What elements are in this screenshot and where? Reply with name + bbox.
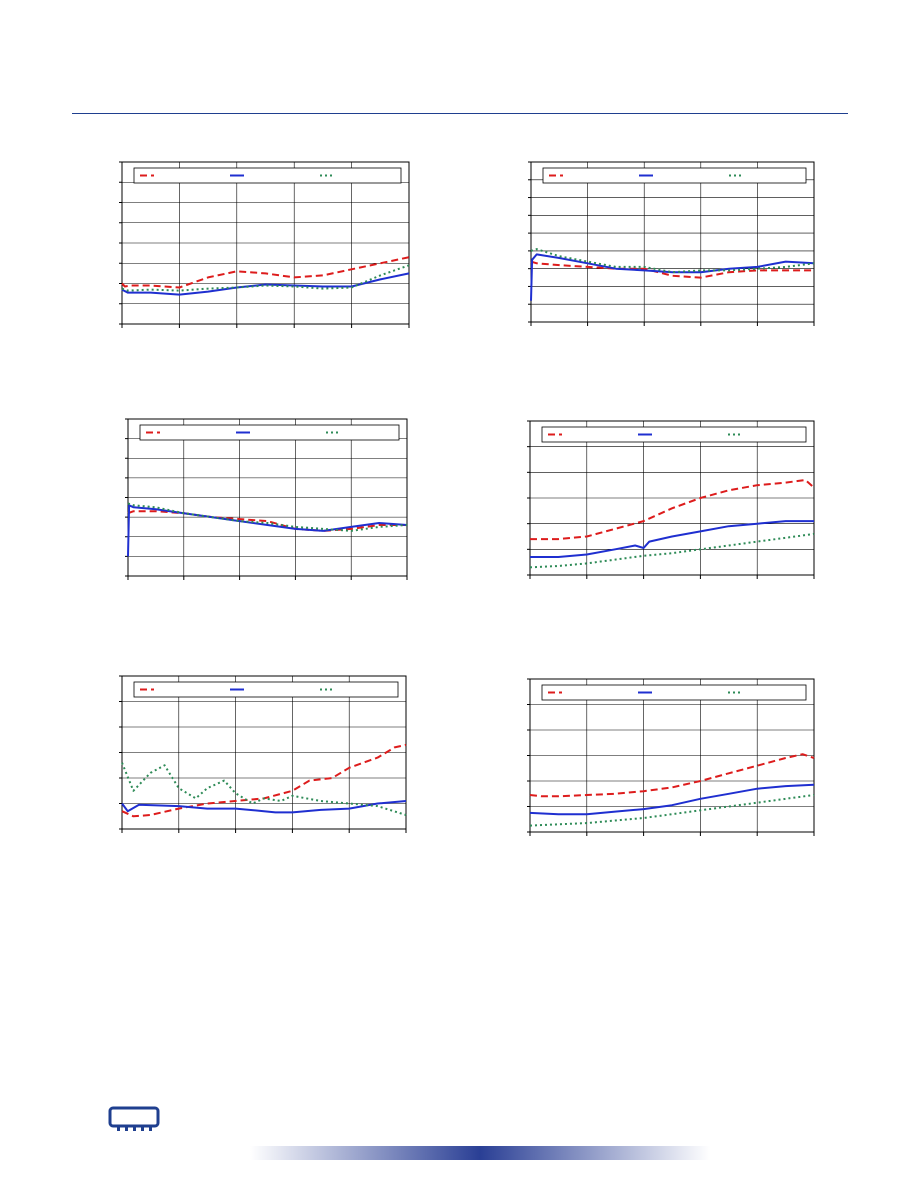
chart-4: [527, 420, 815, 579]
footer-gradient-band: [250, 1146, 710, 1160]
series-line-3: [121, 762, 407, 816]
series-line-2: [529, 783, 815, 816]
series-line-1: [530, 260, 814, 279]
series-line-1: [127, 510, 407, 532]
series-line-3: [530, 248, 815, 274]
legend-box: [133, 681, 399, 698]
series-line-3: [121, 264, 410, 292]
plot-frame: [530, 161, 815, 323]
series-line-2: [127, 504, 408, 557]
series-line-1: [121, 743, 407, 818]
chart-5: [119, 675, 407, 833]
legend-box: [542, 167, 807, 184]
series-line-1: [529, 753, 815, 798]
legend-box: [133, 167, 402, 184]
series-line-1: [530, 479, 815, 541]
series-line-2: [530, 520, 814, 558]
series-line-2: [121, 800, 407, 814]
legend-box: [541, 684, 807, 701]
memory-chip-icon: [108, 1106, 160, 1131]
chart-2: [528, 161, 815, 326]
series-line-2: [530, 253, 815, 301]
legend-box: [139, 424, 400, 441]
header-rule: [72, 113, 848, 114]
chart-3: [125, 418, 408, 580]
chart-6: [527, 678, 815, 836]
chart-1: [119, 161, 410, 328]
series-line-1: [121, 256, 410, 289]
legend-box: [541, 426, 807, 443]
